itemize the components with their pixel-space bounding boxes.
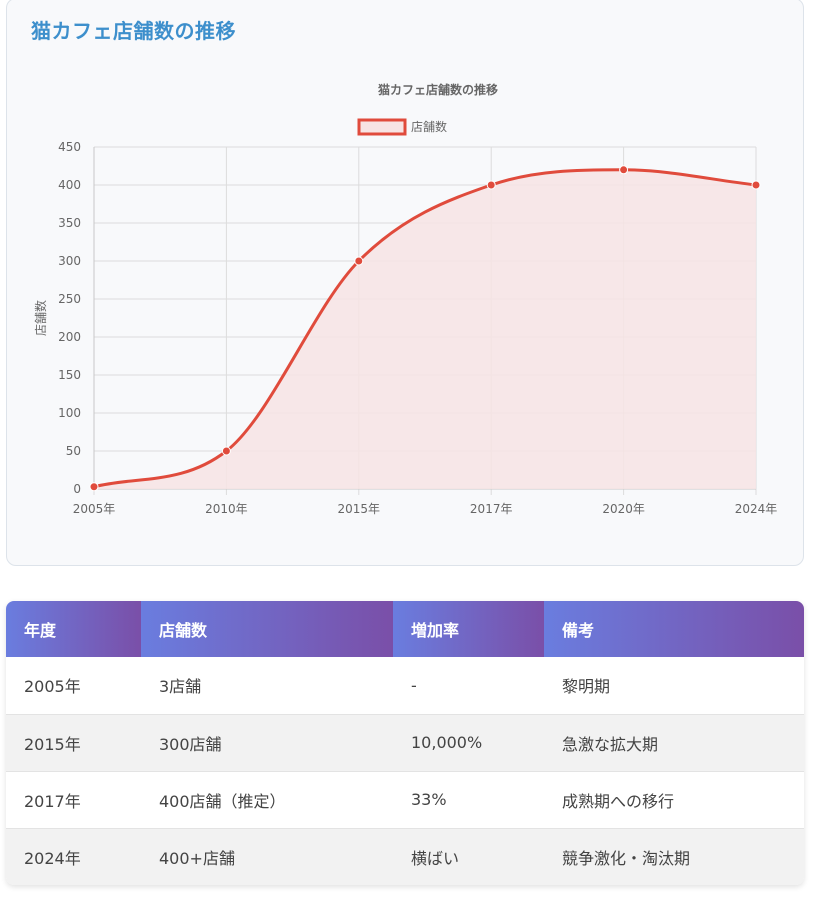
header-year: 年度 [6, 601, 141, 657]
cell-year: 2005年 [6, 657, 141, 715]
table-row: 2024年 400+店舗 横ばい 競争激化・淘汰期 [6, 828, 804, 885]
cell-notes: 成熟期への移行 [544, 771, 804, 829]
cell-store-count: 300店舗 [141, 714, 393, 772]
cell-year: 2015年 [6, 714, 141, 772]
cell-store-count: 400店舗（推定） [141, 771, 393, 829]
cell-notes: 黎明期 [544, 657, 804, 715]
y-axis-label: 店舗数 [33, 300, 48, 336]
y-tick-label: 0 [73, 482, 81, 496]
page-title: 猫カフェ店舗数の推移 [31, 19, 236, 43]
chart-card: 猫カフェ店舗数の推移 猫カフェ店舗数の推移店舗数 0 50 100 150 200 250 3… [6, 0, 804, 566]
cell-notes: 競争激化・淘汰期 [544, 828, 804, 885]
y-tick-label: 350 [58, 216, 81, 230]
y-tick-label: 400 [58, 178, 81, 192]
cell-notes: 急激な拡大期 [544, 714, 804, 772]
table-row: 2015年 300店舗 10,000% 急激な拡大期 [6, 714, 804, 772]
x-tick-label: 2024年 [735, 502, 778, 516]
data-point [354, 256, 364, 266]
chart-title: 猫カフェ店舗数の推移 [378, 82, 498, 97]
series-area [94, 169, 756, 490]
table-row: 2005年 3店舗 - 黎明期 [6, 657, 804, 715]
x-tick-label: 2020年 [602, 502, 645, 516]
data-table: 年度 店舗数 増加率 備考 2005年 3店舗 - 黎明期 2015年 300店… [6, 601, 804, 885]
cell-store-count: 400+店舗 [141, 828, 393, 885]
table-header-row: 年度 店舗数 増加率 備考 [6, 601, 804, 657]
header-growth-rate: 増加率 [393, 601, 544, 657]
store-count-table: 年度 店舗数 増加率 備考 2005年 3店舗 - 黎明期 2015年 300店… [6, 601, 804, 885]
x-tick-label: 2005年 [73, 502, 116, 516]
data-point [89, 482, 99, 492]
data-point [619, 165, 629, 175]
legend-swatch [357, 118, 407, 136]
y-tick-label: 250 [58, 292, 81, 306]
cell-store-count: 3店舗 [141, 657, 393, 715]
y-tick-label: 50 [66, 444, 81, 458]
y-tick-label: 300 [58, 254, 81, 268]
x-tick-label: 2010年 [205, 502, 248, 516]
legend-label: 店舗数 [411, 119, 447, 134]
cell-year: 2024年 [6, 828, 141, 885]
y-tick-label: 100 [58, 406, 81, 420]
data-point [221, 446, 231, 456]
y-tick-label: 200 [58, 330, 81, 344]
data-point [751, 180, 761, 190]
y-tick-label: 450 [58, 140, 81, 154]
table-row: 2017年 400店舗（推定） 33% 成熟期への移行 [6, 771, 804, 829]
header-notes: 備考 [544, 601, 804, 657]
x-tick-label: 2015年 [338, 502, 381, 516]
data-point [486, 180, 496, 190]
cell-growth-rate: - [393, 657, 544, 715]
cell-growth-rate: 33% [393, 771, 544, 829]
y-tick-label: 150 [58, 368, 81, 382]
cell-growth-rate: 10,000% [393, 714, 544, 772]
cell-growth-rate: 横ばい [393, 828, 544, 885]
x-tick-label: 2017年 [470, 502, 513, 516]
cell-year: 2017年 [6, 771, 141, 829]
header-store-count: 店舗数 [141, 601, 393, 657]
